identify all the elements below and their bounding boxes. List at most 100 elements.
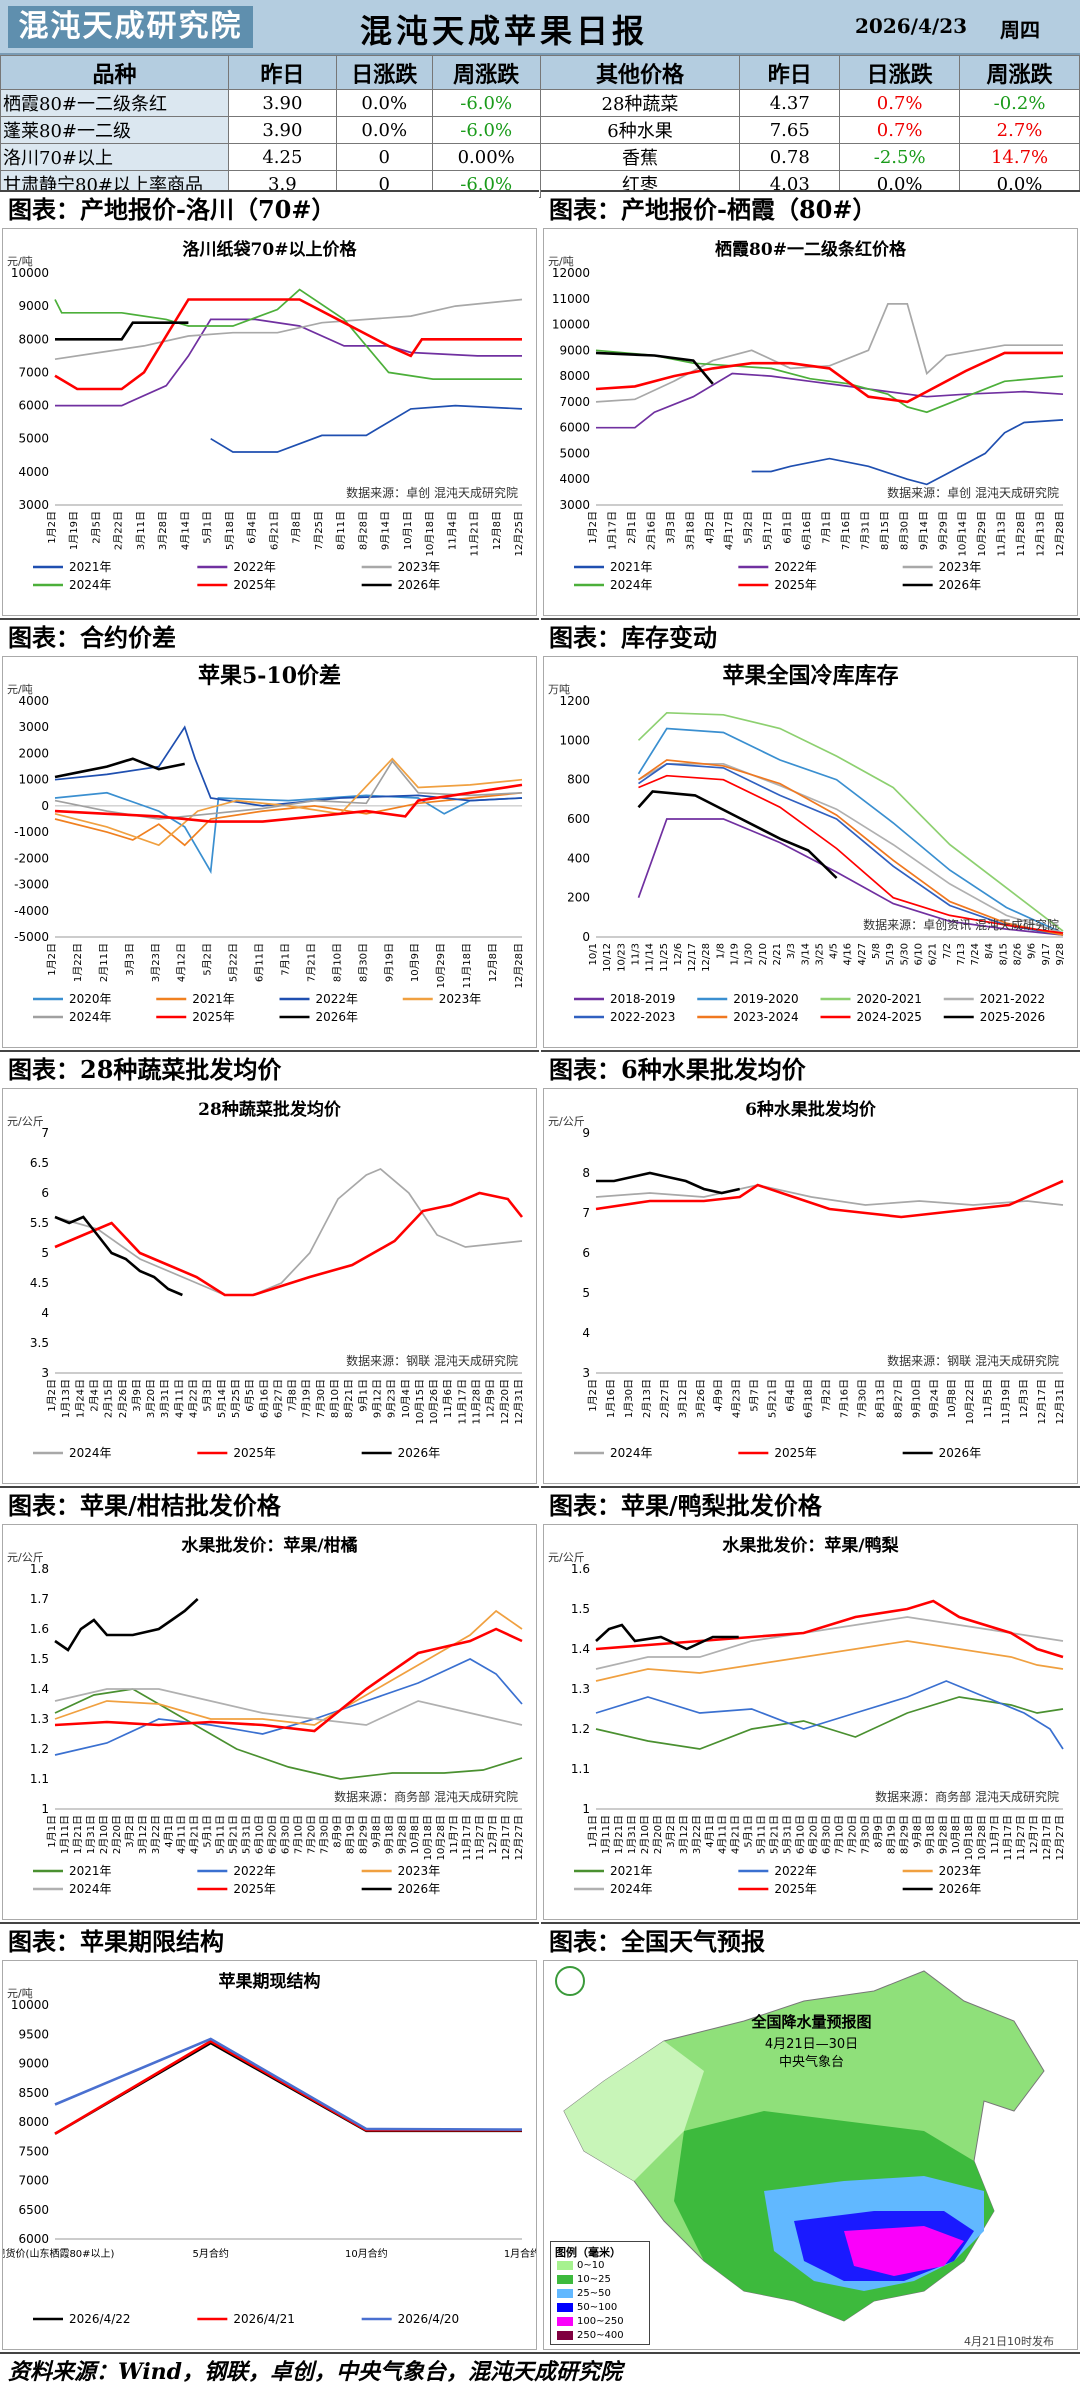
x-tick-label: 3月3日 xyxy=(124,943,136,976)
x-tick-label: 1月11日 xyxy=(600,1815,612,1854)
series-line xyxy=(595,1599,1064,1659)
x-tick-label: 3/25 xyxy=(814,943,825,965)
x-tick-label: 6月27日 xyxy=(272,1379,284,1418)
chart-title: 6种水果批发均价 xyxy=(745,1099,877,1120)
x-tick-label: 8月29日 xyxy=(357,1815,369,1854)
legend-item: 25~50 xyxy=(557,2288,611,2299)
x-tick-label: 7月19日 xyxy=(301,1379,313,1418)
x-tick-label: 9/6 xyxy=(1027,943,1038,959)
chart-title: 苹果期现结构 xyxy=(219,1971,321,1992)
x-tick-label: 1/30 xyxy=(744,943,755,965)
x-tick-label: 11月4日 xyxy=(446,511,458,550)
y-tick-label: 9 xyxy=(582,1126,590,1140)
legend-item: 50~100 xyxy=(557,2302,617,2313)
cell: 14.7% xyxy=(959,143,1080,171)
x-tick-label: 5月7日 xyxy=(749,1379,761,1412)
y-tick-label: 3000 xyxy=(559,498,590,512)
y-tick-label: -2000 xyxy=(14,851,49,865)
series-line xyxy=(595,1179,1064,1219)
legend-swatch xyxy=(557,2274,573,2284)
x-tick-label: 12月9日 xyxy=(485,1379,497,1418)
x-tick-label: 3月3日 xyxy=(665,511,677,544)
cell: 0.0% xyxy=(335,89,433,117)
x-tick-label: 5月11日 xyxy=(215,1815,227,1854)
x-tick-label: 2月20日 xyxy=(111,1815,123,1854)
x-tick-label: 2月10日 xyxy=(639,1815,651,1854)
chart-source: 数据来源：卓创资讯 混沌天成研究院 xyxy=(863,917,1059,932)
y-tick-label: 3.5 xyxy=(30,1336,49,1350)
y-tick-label: 11000 xyxy=(552,292,590,306)
x-tick-label: 1月1日 xyxy=(587,1815,599,1848)
series-line xyxy=(595,351,1063,404)
x-tick-label: 11月7日 xyxy=(989,1815,1001,1854)
x-tick-label: 1月11日 xyxy=(59,1815,71,1854)
x-tick-label: 9/28 xyxy=(1055,943,1066,965)
report-weekday: 周四 xyxy=(1000,18,1040,42)
y-tick-label: 1 xyxy=(582,1802,590,1816)
y-tick-label: 9000 xyxy=(18,299,49,313)
series-line xyxy=(595,1616,1064,1670)
y-tick-label: 1.1 xyxy=(30,1772,49,1786)
x-tick-label: 7月10日 xyxy=(292,1815,304,1854)
y-tick-label: 800 xyxy=(567,773,590,787)
x-tick-label: 2月15日 xyxy=(103,1379,115,1418)
x-tick-label: 11月27日 xyxy=(1015,1815,1027,1860)
y-tick-label: 7000 xyxy=(18,365,49,379)
x-tick-label: 11/14 xyxy=(645,943,656,972)
legend-swatch xyxy=(557,2330,573,2340)
x-tick-label: 7月20日 xyxy=(305,1815,317,1854)
report-header: 混沌天成研究院 混沌天成苹果日报 2026/4/23 周四 xyxy=(0,0,1080,55)
legend-label: 2024年 xyxy=(610,578,653,592)
x-tick-label: 3月9日 xyxy=(131,1379,143,1412)
y-tick-label: 1.5 xyxy=(30,1652,49,1666)
x-tick-label: 5/30 xyxy=(899,943,910,965)
th-daily2: 日涨跌 xyxy=(839,55,961,90)
cell: 2.7% xyxy=(959,116,1080,144)
x-tick-label: 7月2日 xyxy=(821,1379,833,1412)
series-line xyxy=(54,1168,523,1296)
x-tick-label: 12月17日 xyxy=(1036,1379,1048,1424)
cell: 洛川70#以上 xyxy=(0,143,229,171)
x-tick-label: 6月4日 xyxy=(246,511,258,544)
x-tick-label: 12月3日 xyxy=(1018,1379,1030,1418)
th-variety: 品种 xyxy=(0,55,229,90)
legend-label: 2021年 xyxy=(69,1864,112,1878)
legend-item: 10~25 xyxy=(557,2274,611,2285)
x-tick-label: 6/10 xyxy=(913,943,924,965)
y-unit-label: 万吨 xyxy=(548,683,570,696)
x-tick-label: 8月11日 xyxy=(335,511,347,550)
x-tick-label: 12月28日 xyxy=(1054,511,1066,556)
x-tick-label: 11月13日 xyxy=(996,511,1008,556)
x-tick-label: 5月22日 xyxy=(228,943,240,982)
legend-label: 25~50 xyxy=(577,2288,611,2299)
x-tick-label: 8/26 xyxy=(1013,943,1024,965)
y-tick-label: 9000 xyxy=(18,2057,49,2071)
th-daily: 日涨跌 xyxy=(335,55,433,90)
x-tick-label: 5月1日 xyxy=(202,1815,214,1848)
y-tick-label: 2000 xyxy=(18,746,49,760)
chart-term-structure: 苹果期现结构 元/吨 6000 6500 7000 7500 8000 8500 9000 950… xyxy=(2,1960,537,2350)
x-tick-label: 12/6 xyxy=(673,943,684,965)
table-header-row: 品种 昨日 日涨跌 周涨跌 其他价格 昨日 日涨跌 周涨跌 xyxy=(0,55,1080,90)
x-tick-label: 6月11日 xyxy=(254,943,266,982)
y-tick-label: 8000 xyxy=(18,2115,49,2129)
x-tick-label: 11月17日 xyxy=(461,1815,473,1860)
x-tick-label: 3月31日 xyxy=(159,1379,171,1418)
legend-label: 2025年 xyxy=(233,1446,276,1460)
x-tick-label: 9月24日 xyxy=(928,1379,940,1418)
y-tick-label: 6500 xyxy=(18,2203,49,2217)
legend-label: 2021年 xyxy=(69,560,112,574)
th-yesterday: 昨日 xyxy=(227,55,337,90)
y-tick-label: 10000 xyxy=(11,1998,49,2012)
x-tick-label: 8月27日 xyxy=(892,1379,904,1418)
x-tick-label: 9月14日 xyxy=(918,511,930,550)
y-unit-label: 元/吨 xyxy=(7,255,33,268)
chart-title: 28种蔬菜批发均价 xyxy=(198,1099,342,1120)
x-tick-label: 5/19 xyxy=(885,943,896,965)
y-tick-label: 9500 xyxy=(18,2027,49,2041)
series-line xyxy=(54,2041,522,2135)
chart-source: 数据来源：商务部 混沌天成研究院 xyxy=(334,1789,518,1804)
